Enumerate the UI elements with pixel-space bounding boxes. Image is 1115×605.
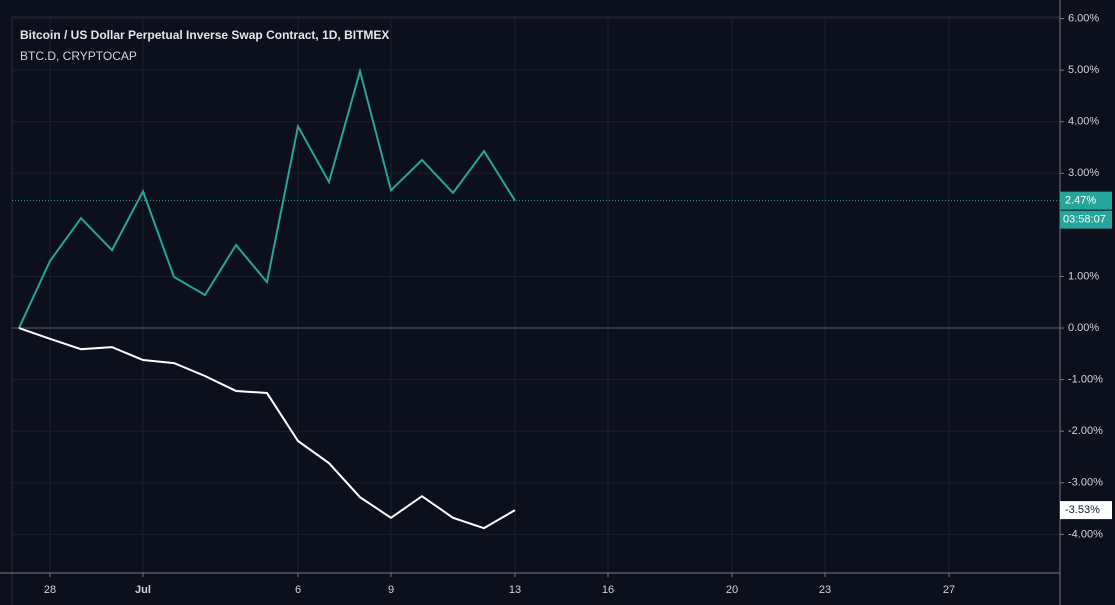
y-tick-label: -1.00% [1068, 374, 1103, 386]
x-tick-label: Jul [135, 584, 151, 596]
chart-subtitle: BTC.D, CRYPTOCAP [20, 49, 137, 63]
value-label: -3.53% [1065, 504, 1100, 516]
y-tick-label: 1.00% [1068, 270, 1099, 282]
y-tick-label: -2.00% [1068, 425, 1103, 437]
x-tick-label: 6 [295, 584, 301, 596]
y-tick-label: -4.00% [1068, 528, 1103, 540]
y-tick-label: -3.00% [1068, 477, 1103, 489]
chart-title: Bitcoin / US Dollar Perpetual Inverse Sw… [20, 28, 389, 42]
x-tick-label: 28 [44, 584, 56, 596]
value-badge [1060, 191, 1112, 210]
value-badge [1060, 501, 1112, 520]
line-series [18, 67, 516, 329]
y-tick-label: 6.00% [1068, 12, 1099, 24]
y-tick-label: 4.00% [1068, 116, 1099, 128]
x-tick-label: 9 [388, 584, 394, 596]
y-tick-label: 3.00% [1068, 167, 1099, 179]
x-tick-label: 13 [509, 584, 521, 596]
y-tick-label: 0.00% [1068, 322, 1099, 334]
countdown: 03:58:07 [1063, 214, 1106, 226]
value-label: 2.47% [1065, 195, 1096, 207]
x-tick-label: 27 [943, 584, 955, 596]
y-tick-label: 5.00% [1068, 64, 1099, 76]
x-tick-label: 16 [602, 584, 614, 596]
countdown-badge [1060, 210, 1112, 229]
x-tick-label: 20 [726, 584, 738, 596]
x-tick-label: 23 [819, 584, 831, 596]
line-series [18, 327, 516, 530]
